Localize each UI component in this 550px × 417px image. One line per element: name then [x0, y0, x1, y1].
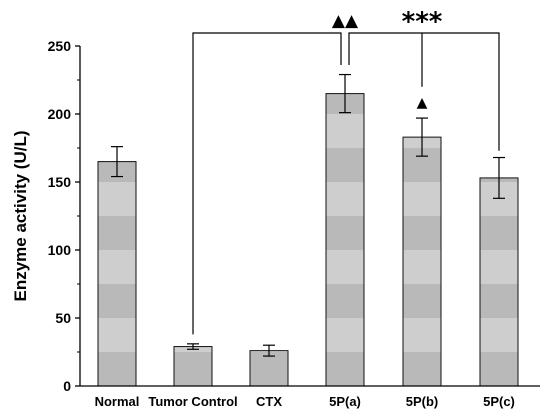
- y-axis-title: Enzyme activity (U/L): [11, 131, 30, 302]
- y-tick-label: 100: [48, 242, 72, 258]
- error-bars-layer: [111, 73, 505, 357]
- marker-double-triangle: ▲▲: [332, 11, 359, 31]
- y-tick-label: 50: [55, 310, 71, 326]
- bars-layer: [97, 93, 519, 387]
- bracket-tumor-control-5pa: [192, 32, 342, 335]
- marker-triple-asterisk: ***: [402, 7, 443, 37]
- bar-tumor-control: [173, 346, 213, 387]
- bar-normal: [97, 161, 137, 387]
- x-tick-label: 5P(a): [329, 394, 361, 409]
- bracket-5pa-5pc: [348, 32, 500, 151]
- y-axis: 0 50 100 150 200 250: [48, 38, 540, 394]
- bar-5p-b: [402, 136, 442, 387]
- x-tick-label: 5P(c): [483, 394, 515, 409]
- x-axis-labels: Normal Tumor Control CTX 5P(a) 5P(b) 5P(c): [95, 394, 515, 409]
- x-tick-label: CTX: [256, 394, 282, 409]
- y-tick-label: 0: [63, 378, 71, 394]
- significance-annotations: ▲▲ *** ▲: [192, 7, 500, 335]
- x-tick-label: Tumor Control: [148, 394, 237, 409]
- bar-5p-c: [479, 177, 519, 387]
- x-tick-label: Normal: [95, 394, 140, 409]
- y-tick-label: 200: [48, 106, 72, 122]
- y-tick-label: 250: [48, 38, 72, 54]
- x-tick-label: 5P(b): [406, 394, 439, 409]
- marker-single-triangle: ▲: [417, 95, 428, 111]
- bar-5p-a: [325, 93, 365, 387]
- y-tick-label: 150: [48, 174, 72, 190]
